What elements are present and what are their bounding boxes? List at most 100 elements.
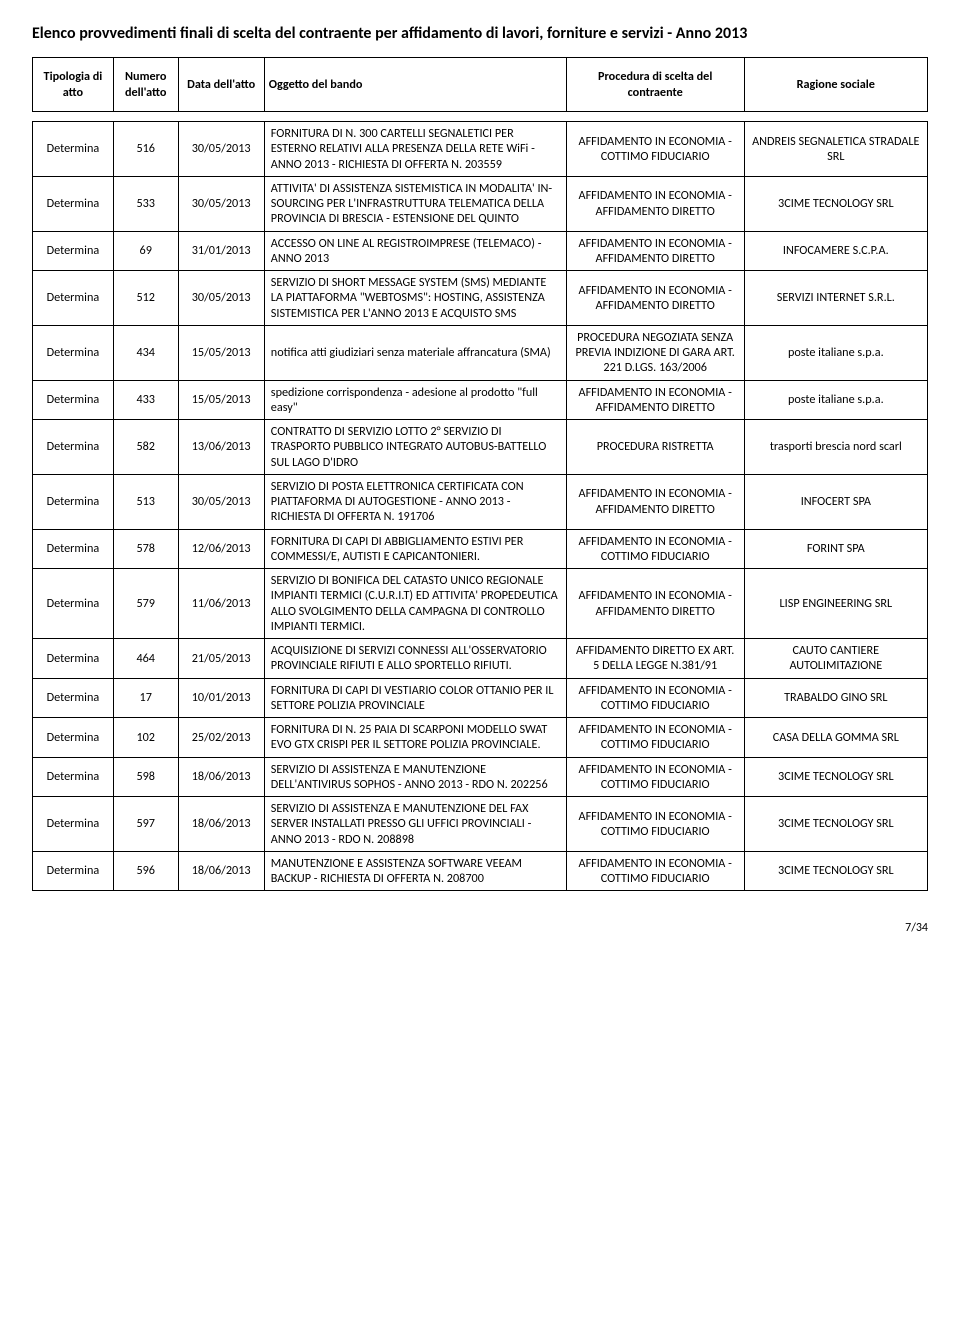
table-row: Determina43415/05/2013notifica atti giud… [33,325,928,380]
table-row: Determina6931/01/2013ACCESSO ON LINE AL … [33,231,928,271]
cell: 513 [113,474,178,529]
cell: AFFIDAMENTO IN ECONOMIA - AFFIDAMENTO DI… [566,380,744,420]
cell: 17 [113,678,178,718]
cell: SERVIZIO DI SHORT MESSAGE SYSTEM (SMS) M… [264,271,566,326]
cell: AFFIDAMENTO IN ECONOMIA - AFFIDAMENTO DI… [566,474,744,529]
cell: Determina [33,325,114,380]
cell: 18/06/2013 [178,797,264,852]
cell: FORNITURA DI N. 300 CARTELLI SEGNALETICI… [264,122,566,177]
cell: INFOCAMERE S.C.P.A. [744,231,927,271]
col-header-oggetto: Oggetto del bando [264,58,566,112]
cell: Determina [33,718,114,758]
cell: 102 [113,718,178,758]
cell: 21/05/2013 [178,639,264,679]
cell: 433 [113,380,178,420]
cell: 516 [113,122,178,177]
cell: 10/01/2013 [178,678,264,718]
cell: 31/01/2013 [178,231,264,271]
table-row: Determina58213/06/2013CONTRATTO DI SERVI… [33,420,928,475]
cell: spedizione corrispondenza - adesione al … [264,380,566,420]
cell: ANDREIS SEGNALETICA STRADALE SRL [744,122,927,177]
cell: LISP ENGINEERING SRL [744,569,927,639]
cell: FORNITURA DI N. 25 PAIA DI SCARPONI MODE… [264,718,566,758]
cell: Determina [33,851,114,891]
col-header-numero: Numero dell'atto [113,58,178,112]
cell: AFFIDAMENTO IN ECONOMIA - COTTIMO FIDUCI… [566,529,744,569]
cell: AFFIDAMENTO IN ECONOMIA - COTTIMO FIDUCI… [566,122,744,177]
cell: 579 [113,569,178,639]
cell: 13/06/2013 [178,420,264,475]
cell: 25/02/2013 [178,718,264,758]
table-row: Determina51630/05/2013FORNITURA DI N. 30… [33,122,928,177]
cell: AFFIDAMENTO IN ECONOMIA - COTTIMO FIDUCI… [566,757,744,797]
cell: 18/06/2013 [178,851,264,891]
cell: Determina [33,797,114,852]
cell: 30/05/2013 [178,122,264,177]
cell: CAUTO CANTIERE AUTOLIMITAZIONE [744,639,927,679]
cell: Determina [33,678,114,718]
cell: AFFIDAMENTO IN ECONOMIA - AFFIDAMENTO DI… [566,176,744,231]
cell: ACQUISIZIONE DI SERVIZI CONNESSI ALL'OSS… [264,639,566,679]
cell: 3CIME TECNOLOGY SRL [744,757,927,797]
cell: 69 [113,231,178,271]
page-number: 7/34 [32,921,928,935]
cell: 578 [113,529,178,569]
cell: FORNITURA DI CAPI DI VESTIARIO COLOR OTT… [264,678,566,718]
cell: 434 [113,325,178,380]
cell: 30/05/2013 [178,474,264,529]
cell: trasporti brescia nord scarl [744,420,927,475]
cell: Determina [33,474,114,529]
table-row: Determina59618/06/2013MANUTENZIONE E ASS… [33,851,928,891]
cell: 597 [113,797,178,852]
cell: SERVIZI INTERNET S.R.L. [744,271,927,326]
table-row: Determina51230/05/2013SERVIZIO DI SHORT … [33,271,928,326]
cell: 3CIME TECNOLOGY SRL [744,176,927,231]
cell: Determina [33,639,114,679]
cell: 11/06/2013 [178,569,264,639]
table-row: Determina59818/06/2013SERVIZIO DI ASSIST… [33,757,928,797]
table-row: Determina57812/06/2013FORNITURA DI CAPI … [33,529,928,569]
table-row: Determina43315/05/2013spedizione corrisp… [33,380,928,420]
cell: 3CIME TECNOLOGY SRL [744,851,927,891]
cell: 596 [113,851,178,891]
cell: 15/05/2013 [178,325,264,380]
col-header-tipologia: Tipologia di atto [33,58,114,112]
cell: AFFIDAMENTO DIRETTO EX ART. 5 DELLA LEGG… [566,639,744,679]
table-row: Determina46421/05/2013ACQUISIZIONE DI SE… [33,639,928,679]
cell: AFFIDAMENTO IN ECONOMIA - AFFIDAMENTO DI… [566,231,744,271]
cell: 598 [113,757,178,797]
table-row: Determina51330/05/2013SERVIZIO DI POSTA … [33,474,928,529]
data-table: Tipologia di atto Numero dell'atto Data … [32,57,928,891]
cell: Determina [33,122,114,177]
table-row: Determina57911/06/2013SERVIZIO DI BONIFI… [33,569,928,639]
cell: notifica atti giudiziari senza materiale… [264,325,566,380]
cell: ATTIVITA' DI ASSISTENZA SISTEMISTICA IN … [264,176,566,231]
cell: Determina [33,569,114,639]
cell: Determina [33,757,114,797]
cell: PROCEDURA RISTRETTA [566,420,744,475]
col-header-procedura: Procedura di scelta del contraente [566,58,744,112]
cell: AFFIDAMENTO IN ECONOMIA - COTTIMO FIDUCI… [566,851,744,891]
cell: 533 [113,176,178,231]
cell: 12/06/2013 [178,529,264,569]
cell: Determina [33,176,114,231]
cell: SERVIZIO DI ASSISTENZA E MANUTENZIONE DE… [264,757,566,797]
cell: 30/05/2013 [178,176,264,231]
cell: ACCESSO ON LINE AL REGISTROIMPRESE (TELE… [264,231,566,271]
page-title: Elenco provvedimenti finali di scelta de… [32,24,928,43]
cell: 512 [113,271,178,326]
cell: AFFIDAMENTO IN ECONOMIA - COTTIMO FIDUCI… [566,797,744,852]
col-header-ragione: Ragione sociale [744,58,927,112]
cell: 30/05/2013 [178,271,264,326]
cell: INFOCERT SPA [744,474,927,529]
cell: 15/05/2013 [178,380,264,420]
cell: SERVIZIO DI POSTA ELETTRONICA CERTIFICAT… [264,474,566,529]
cell: FORINT SPA [744,529,927,569]
cell: CASA DELLA GOMMA SRL [744,718,927,758]
cell: SERVIZIO DI BONIFICA DEL CATASTO UNICO R… [264,569,566,639]
table-row: Determina59718/06/2013SERVIZIO DI ASSIST… [33,797,928,852]
cell: Determina [33,380,114,420]
cell: SERVIZIO DI ASSISTENZA E MANUTENZIONE DE… [264,797,566,852]
cell: Determina [33,231,114,271]
table-row: Determina53330/05/2013ATTIVITA' DI ASSIS… [33,176,928,231]
